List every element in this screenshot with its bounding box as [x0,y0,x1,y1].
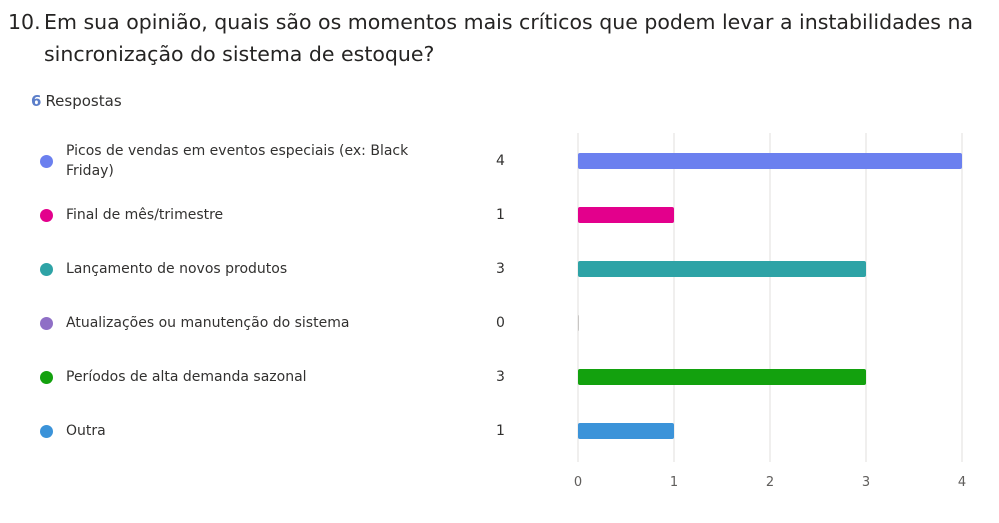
legend-dot-icon [40,263,53,276]
question-text: Em sua opinião, quais são os momentos ma… [44,10,974,66]
legend-label: Outra [66,423,106,439]
legend-value: 3 [496,261,505,277]
x-tick-label-1: 1 [670,475,678,490]
legend-dot-icon [40,425,53,438]
legend-label: Lançamento de novos produtos [66,261,288,277]
legend-dot-icon [40,371,53,384]
legend-value: 0 [496,315,505,331]
bar-2 [578,261,866,277]
legend-value: 1 [496,207,505,223]
x-tick-label-2: 2 [766,475,774,490]
x-tick-label-4: 4 [958,475,966,490]
responses-summary: 6 Respostas [31,92,122,110]
legend-dot-icon [40,317,53,330]
legend-label: Picos de vendas em eventos especiais (ex… [66,143,409,179]
legend-label: Atualizações ou manutenção do sistema [66,315,350,331]
legend-label: Períodos de alta demanda sazonal [66,369,307,385]
legend-dot-icon [40,209,53,222]
x-tick-label-0: 0 [574,475,582,490]
bar-3 [578,315,579,331]
legend-value: 1 [496,423,505,439]
bar-0 [578,153,962,169]
legend-dot-icon [40,155,53,168]
responses-label: Respostas [45,92,122,110]
bar-5 [578,423,674,439]
legend-value: 4 [496,153,505,169]
bar-1 [578,207,674,223]
bar-4 [578,369,866,385]
question-number: 10. [8,10,41,34]
legend-value: 3 [496,369,505,385]
legend-label: Final de mês/trimestre [66,207,224,223]
responses-count: 6 [31,92,42,110]
x-tick-label-3: 3 [862,475,870,490]
